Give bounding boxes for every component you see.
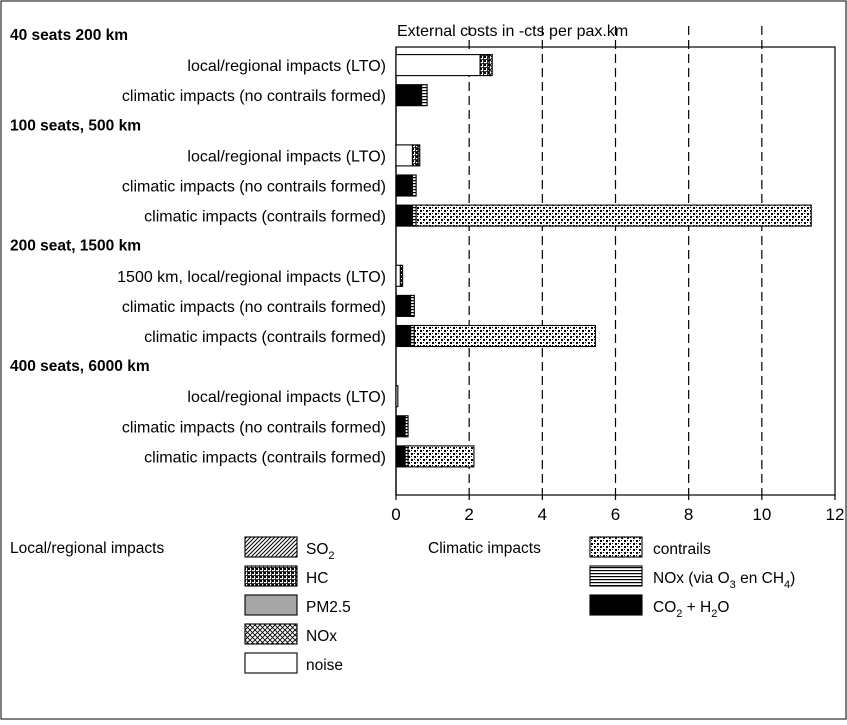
bar-label: climatic impacts (contrails formed): [144, 449, 386, 466]
group-label: 40 seats 200 km: [10, 27, 128, 44]
x-tick-label: 10: [752, 505, 771, 524]
legend-swatch-pm2-5: [244, 594, 298, 616]
bar-segment-nox-via-o3-en-ch4-: [411, 174, 417, 197]
bar-segment-nox: [488, 54, 493, 77]
bar-segment-nox: [417, 144, 421, 167]
bar-segment-nox-via-o3-en-ch4-: [404, 415, 409, 438]
x-tick-label: 4: [538, 505, 547, 524]
bar-segment-co2-h2o: [395, 294, 412, 317]
group-label: 400 seats, 6000 km: [10, 358, 150, 375]
legend-label-nox-via-o3-en-ch4-: NOx (via O3 en CH4): [653, 570, 795, 591]
group-label: 100 seats, 500 km: [10, 117, 141, 134]
legend-label-contrails: contrails: [653, 541, 711, 558]
bar-label: local/regional impacts (LTO): [187, 389, 386, 406]
x-tick-label: 0: [391, 505, 400, 524]
bar-segment-hc: [411, 144, 419, 167]
legend-swatch-so2: [244, 536, 298, 558]
bar-label: climatic impacts (contrails formed): [144, 209, 386, 226]
legend-label-hc: HC: [306, 570, 328, 587]
x-tick-label: 12: [826, 505, 845, 524]
legend-label-pm2-5: PM2.5: [306, 599, 351, 616]
bar-segment-co2-h2o: [395, 174, 414, 197]
bar-label: local/regional impacts (LTO): [187, 58, 386, 75]
legend-label-co2-h2o: CO2 + H2O: [653, 599, 729, 620]
legend-label-nox: NOx: [306, 628, 337, 645]
bar-label: climatic impacts (no contrails formed): [122, 419, 386, 436]
bar-segment-co2-h2o: [395, 324, 412, 348]
x-tick-label: 6: [611, 505, 620, 524]
bar-segment-contrails: [407, 445, 475, 468]
bar-segment-co2-h2o: [395, 204, 414, 227]
legend-swatch-hc: [244, 565, 298, 587]
bar-segment-nox-via-o3-en-ch4-: [421, 84, 428, 107]
bar-segment-noise: [395, 264, 401, 287]
legend-swatch-noise: [244, 652, 298, 674]
bar-segment-contrails: [413, 324, 596, 348]
bar-label: local/regional impacts (LTO): [187, 148, 386, 165]
group-label: 200 seat, 1500 km: [10, 238, 141, 255]
x-tick-label: 2: [464, 505, 473, 524]
legend-swatch-co2-h2o: [589, 594, 643, 616]
legend-swatch-contrails: [589, 536, 643, 558]
bar-label: climatic impacts (no contrails formed): [122, 299, 386, 316]
bar-label: climatic impacts (no contrails formed): [122, 88, 386, 105]
bar-label: climatic impacts (no contrails formed): [122, 179, 386, 196]
bar-segment-noise: [395, 144, 414, 167]
bar-label: 1500 km, local/regional impacts (LTO): [117, 269, 386, 286]
chart-title: External costs in -cts per pax.km: [397, 23, 628, 40]
x-tick-label: 8: [684, 505, 693, 524]
bar-segment-hc: [399, 264, 404, 287]
legend-swatch-nox-via-o3-en-ch4-: [589, 565, 643, 587]
bar-segment-co2-h2o: [395, 415, 406, 438]
bar-label: climatic impacts (contrails formed): [144, 329, 386, 346]
bar-segment-co2-h2o: [395, 84, 423, 107]
bar-segment-noise: [395, 54, 481, 77]
bar-segment-co2-h2o: [395, 445, 406, 468]
bar-segment-contrails: [415, 204, 812, 227]
bar-segment-nox-via-o3-en-ch4-: [410, 294, 415, 317]
legend-label-so2: SO2: [306, 541, 335, 562]
legend-title-climatic: Climatic impacts: [428, 540, 541, 557]
legend-title-local: Local/regional impacts: [10, 540, 164, 557]
bar-segment-hc: [479, 54, 490, 77]
legend-swatch-nox: [244, 623, 298, 645]
legend-label-noise: noise: [306, 657, 343, 674]
bar-segment-noise: [395, 385, 399, 408]
